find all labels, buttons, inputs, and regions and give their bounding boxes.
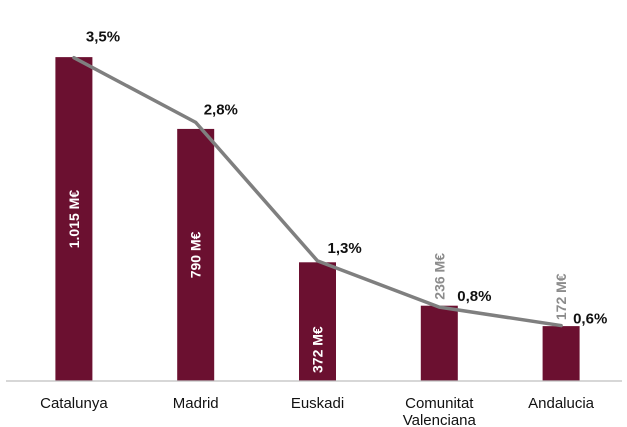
line-value-label-0: 3,5% (86, 29, 120, 46)
bar-value-label-2: 372 M€ (310, 326, 326, 373)
category-label-3: Comunitat Valenciana (403, 395, 477, 427)
line-value-label-4: 0,6% (573, 311, 607, 328)
line-value-label-3: 0,8% (457, 288, 491, 305)
bar-value-label-0: 1.015 M€ (66, 190, 82, 249)
bar-1 (177, 128, 215, 381)
bar-value-label-4: 172 M€ (553, 273, 569, 320)
bar-3 (420, 305, 458, 381)
bar-0 (55, 57, 93, 381)
category-label-1: Madrid (173, 395, 219, 412)
line-value-label-2: 1,3% (328, 240, 362, 257)
line-value-label-1: 2,8% (204, 101, 238, 118)
labels-group: 1.015 M€ 790 M€ 372 M€ 236 M€ 172 M€ 3,5% 2,8%… (40, 29, 607, 427)
bars-group (55, 57, 580, 381)
bar-value-label-3: 236 M€ (431, 253, 447, 300)
category-label-2: Euskadi (291, 395, 344, 412)
category-label-4: Andalucia (528, 395, 595, 412)
category-label-0: Catalunya (40, 395, 108, 412)
bar-4 (542, 326, 580, 381)
bar-value-label-1: 790 M€ (188, 231, 204, 278)
line-series-group (72, 55, 563, 328)
bar-2 (299, 262, 336, 381)
